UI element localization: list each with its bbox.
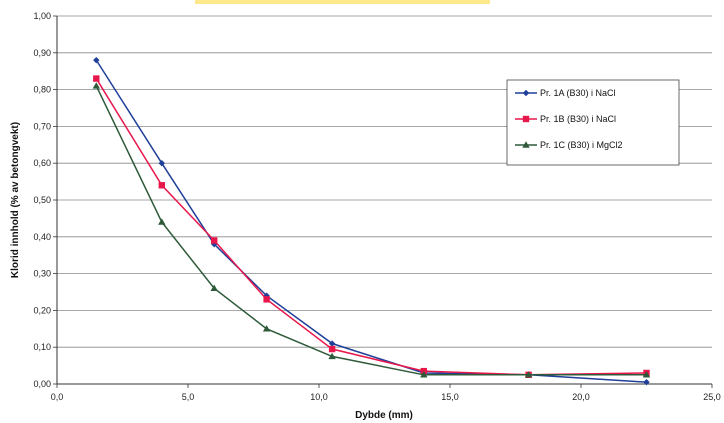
data-point [420, 371, 428, 378]
y-tick-label: 0,80 [33, 85, 51, 95]
data-point [92, 82, 100, 89]
y-tick-label: 0,60 [33, 158, 51, 168]
x-tick-label: 0,0 [51, 392, 64, 402]
y-axis-title: Klorid innhold (% av betongvekt) [10, 122, 21, 278]
data-point [93, 75, 100, 82]
data-point [328, 340, 336, 347]
data-point [158, 182, 165, 189]
y-tick-label: 0,10 [33, 342, 51, 352]
legend-label: Pr. 1A (B30) i NaCl [540, 88, 616, 98]
legend-box [506, 79, 680, 166]
title-bar-highlight [195, 0, 490, 4]
data-point [524, 371, 533, 378]
data-point [158, 160, 165, 167]
y-tick-label: 0,30 [33, 269, 51, 279]
data-point [210, 284, 218, 292]
legend-item: Pr. 1B (B30) i NaCl [515, 114, 616, 124]
y-tick-label: 1,00 [33, 11, 51, 21]
data-point [643, 378, 650, 386]
y-tick-label: 0,90 [33, 48, 51, 58]
legend-item: Pr. 1C (B30) i MgCl2 [515, 140, 623, 150]
legend-marker [522, 89, 530, 97]
data-point [642, 371, 651, 378]
series-line [95, 85, 647, 376]
y-tick-labels: 0,00 0,10 0,20 0,30 0,40 0,50 0,60 0,70 0,80 0,90… [33, 11, 51, 389]
y-tick-label: 0,20 [33, 305, 51, 315]
y-tick-label: 0,40 [33, 232, 51, 242]
legend-marker [522, 115, 530, 123]
data-point [158, 218, 166, 225]
data-point [328, 345, 336, 353]
data-point [263, 296, 270, 303]
x-tick-label: 20,0 [572, 392, 590, 402]
legend-marker [522, 141, 530, 148]
x-tick-label: 15,0 [441, 392, 459, 402]
legend-item: Pr. 1A (B30) i NaCl [515, 88, 616, 98]
data-point [211, 237, 218, 244]
axes [53, 15, 713, 388]
y-tick-label: 0,70 [33, 121, 51, 131]
legend-label: Pr. 1B (B30) i NaCl [540, 114, 616, 124]
x-tick-labels: 0,0 5,0 10,0 15,0 20,0 25,0 [51, 392, 721, 402]
legend: Pr. 1A (B30) i NaCl Pr. 1B (B30) i NaCl Pr… [506, 79, 680, 166]
data-point [328, 352, 336, 360]
series-group [92, 56, 651, 386]
y-tick-label: 0,00 [33, 379, 51, 389]
series-3 [92, 82, 651, 378]
x-axis-title: Dybde (mm) [355, 410, 413, 421]
grid-lines [57, 15, 712, 385]
data-point [262, 325, 271, 332]
data-point [93, 56, 100, 64]
x-tick-label: 5,0 [182, 392, 195, 402]
legend-label: Pr. 1C (B30) i MgCl2 [540, 140, 623, 150]
x-tick-label: 10,0 [310, 392, 328, 402]
x-tick-label: 25,0 [703, 392, 721, 402]
y-tick-label: 0,50 [33, 195, 51, 205]
